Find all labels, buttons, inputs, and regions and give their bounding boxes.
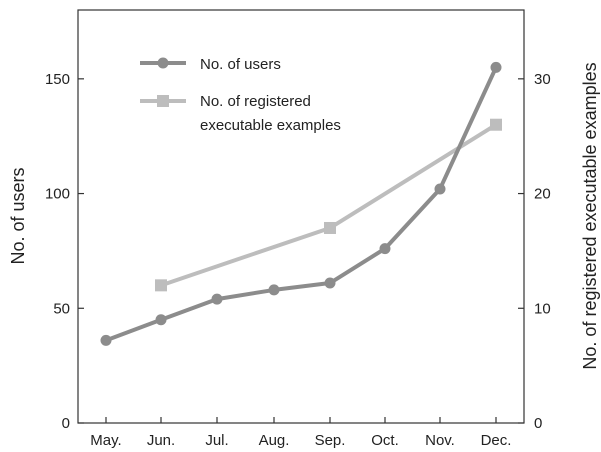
data-point: [379, 243, 391, 255]
x-axis-ticks: May. Jun. Jul. Aug. Sep. Oct. Nov. Dec.: [90, 417, 511, 449]
x-tick-label: Aug.: [259, 432, 290, 449]
series-layer: [100, 61, 502, 346]
right-tick-label: 0: [534, 415, 542, 432]
legend-users-label: No. of users: [200, 56, 281, 73]
data-point: [268, 284, 280, 296]
data-point: [324, 221, 336, 234]
x-tick-label: May.: [90, 432, 121, 449]
legend-users-marker: [157, 57, 169, 69]
data-point: [155, 314, 167, 326]
data-point: [490, 118, 502, 131]
series-line-0: [105, 66, 498, 343]
x-tick-label: Sep.: [315, 432, 346, 449]
left-axis-title: No. of users: [8, 167, 28, 264]
right-tick-label: 30: [534, 71, 551, 88]
series-line-1: [160, 123, 498, 288]
data-point: [211, 293, 223, 305]
data-point: [155, 279, 167, 292]
x-tick-label: Oct.: [371, 432, 399, 449]
x-tick-label: Jul.: [205, 432, 228, 449]
right-axis-ticks: 0 10 20 30: [518, 71, 551, 432]
legend-examples-marker: [157, 95, 169, 107]
right-axis-title: No. of registered executable examples: [580, 62, 600, 369]
left-axis-ticks: 0 50 100 150: [45, 71, 84, 432]
x-tick-label: Jun.: [147, 432, 175, 449]
right-tick-label: 20: [534, 186, 551, 203]
plot-area: [77, 9, 525, 424]
left-tick-label: 50: [53, 300, 70, 317]
legend-examples-label-line1: No. of registered: [200, 93, 311, 110]
data-point: [434, 183, 446, 195]
right-tick-label: 10: [534, 300, 551, 317]
legend: No. of users No. of registered executabl…: [140, 56, 341, 134]
x-tick-label: Nov.: [425, 432, 455, 449]
data-point: [100, 334, 112, 346]
x-tick-label: Dec.: [481, 432, 512, 449]
left-tick-label: 100: [45, 186, 70, 203]
legend-examples-label-line2: executable examples: [200, 117, 341, 134]
data-point: [490, 61, 502, 73]
left-tick-label: 0: [62, 415, 70, 432]
left-tick-label: 150: [45, 71, 70, 88]
data-point: [324, 277, 336, 289]
